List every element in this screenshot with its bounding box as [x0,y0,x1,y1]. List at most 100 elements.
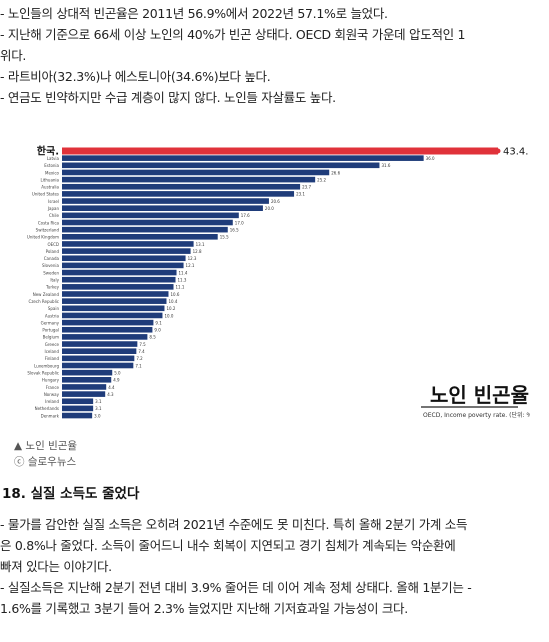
bar [62,334,148,340]
bar [62,248,191,254]
bar [62,291,169,297]
highlight-marker [495,148,501,154]
bar [62,284,174,290]
value-label: 5.0 [114,370,121,375]
chart-subtitle: OECD, Income poverty rate. (단위: %) [423,411,530,419]
category-label: Finland [45,356,60,361]
value-label: 11.1 [176,285,185,290]
category-label: Poland [46,249,60,254]
value-label: 36.0 [426,156,435,161]
bar [62,341,138,347]
category-label: Canada [44,256,60,261]
intro-line: - 연금도 빈약하지만 수급 계층이 많지 않다. 노인들 자살률도 높다. [0,90,336,105]
value-label: 25.2 [317,177,326,182]
bar [62,255,186,262]
category-label: Chile [49,213,60,218]
value-label: 11.4 [179,270,188,275]
category-label: Costa Rica [38,220,60,225]
image-caption: ▲ 노인 빈곤율 [14,440,78,452]
bar [62,312,163,319]
value-label: 7.4 [138,349,145,354]
bar [62,412,93,419]
body-line: - 실질소득은 지난해 2분기 전년 대비 3.9% 줄어든 데 이어 계속 정… [0,580,472,595]
value-label: 4.4 [108,385,115,390]
bar [62,362,134,369]
value-label: 13.1 [196,242,205,247]
chart-title: 노인 빈곤율. [430,383,530,407]
bar [62,276,176,283]
bar [62,269,177,276]
poverty-rate-chart: Latvia 36.0 Estonia 31.6 Mexico 26.6 Lithuania… [20,143,530,433]
category-label: Czech Republic [29,299,59,304]
category-label: Slovenia [42,263,60,268]
intro-paragraph: - 노인들의 상대적 빈곤율은 2011년 56.9%에서 2022년 57.1… [0,3,549,108]
bar [62,191,295,197]
bar [62,162,380,169]
category-label: United Kingdom [27,235,59,240]
intro-line: 위다. [0,48,27,63]
category-label: Belgium [43,335,60,340]
category-label: Luxembourg [34,363,59,368]
category-label: Switzerland [36,227,60,232]
bar [62,348,137,354]
bar [62,326,153,333]
category-label: OECD [47,242,59,247]
category-label: United States [32,192,59,197]
section-heading: 18. 실질 소득도 줄었다 [2,486,140,502]
bar [62,398,94,405]
category-label: Norway [44,392,60,397]
bar [62,262,184,269]
body-line: 은 0.8%나 줄었다. 소득이 줄어드니 내수 회복이 지연되고 경기 침체가… [0,538,456,553]
bar [62,384,107,390]
bar [62,355,135,362]
category-label: Ireland [45,399,59,404]
bar [62,219,233,226]
category-label: Sweden [43,270,59,275]
bar [62,241,194,247]
bar [62,198,269,204]
category-label: Lithuania [40,177,59,182]
bar [62,391,106,397]
category-label: Japan [47,206,60,211]
category-label: Mexico [45,170,60,175]
value-label: 7.1 [135,363,142,368]
bar [62,319,154,326]
value-label: 10.4 [168,299,177,304]
category-label: Latvia [47,156,60,161]
category-label: Hungary [42,378,60,383]
bar-group: Latvia 36.0 Estonia 31.6 Mexico 26.6 Lithuania… [27,146,528,419]
image-credit: ⓒ 슬로우뉴스 [14,456,77,468]
value-label: 3.1 [95,406,102,411]
value-label: 16.5 [230,227,239,232]
bar [62,155,424,161]
category-label: Portugal [42,328,59,333]
category-label: Greece [45,342,60,347]
intro-line: - 노인들의 상대적 빈곤율은 2011년 56.9%에서 2022년 57.1… [0,6,388,21]
bar [62,377,112,383]
body-line: 빠져 있다는 이야기다. [0,559,112,574]
bar [62,205,263,211]
value-label: 12.3 [188,256,197,261]
category-label: Iceland [45,349,60,354]
value-label: 10.0 [164,313,173,318]
value-label: 4.9 [113,378,120,383]
category-label: France [46,385,60,390]
highlight-value-label: 43.4. [503,147,528,158]
category-label: Netherlands [35,406,59,411]
value-label: 4.3 [107,392,114,397]
category-label: Israel [48,199,59,204]
value-label: 11.3 [178,278,187,283]
bar [62,183,301,190]
value-label: 23.1 [296,192,305,197]
category-label: Denmark [41,413,60,418]
bar [62,169,330,176]
category-label: Italy [50,278,59,283]
value-label: 10.2 [166,306,175,311]
highlight-category-label: 한국. [37,146,59,158]
value-label: 15.5 [220,235,229,240]
bar [62,298,167,304]
category-label: New Zealand [33,292,60,297]
category-label: Austria [45,313,60,318]
value-label: 17.0 [235,220,244,225]
bar [62,147,498,155]
